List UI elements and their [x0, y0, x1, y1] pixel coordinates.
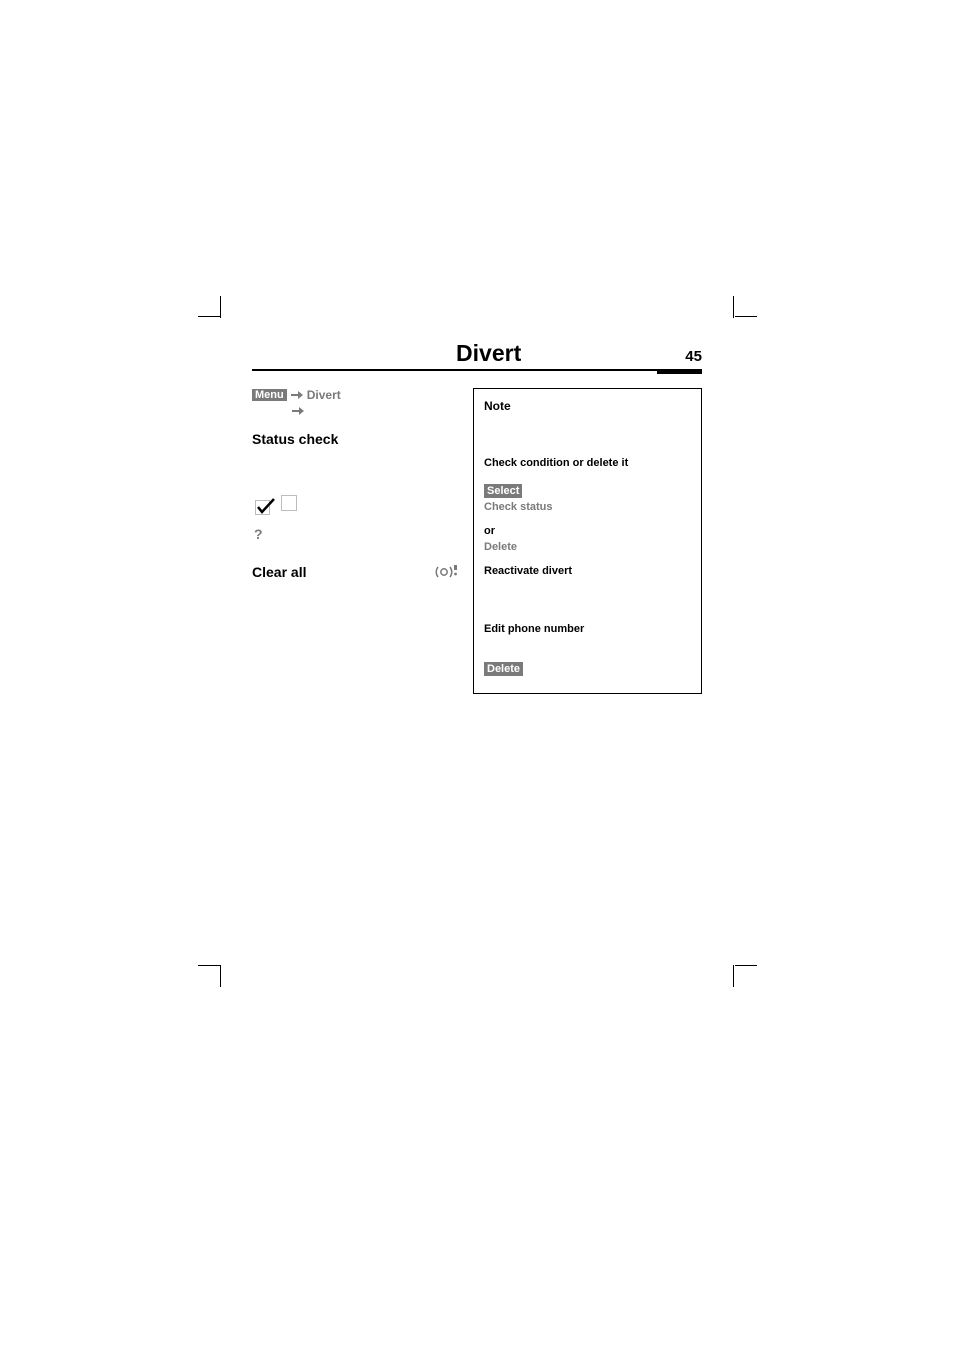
note-box: Note Check condition or delete it Select…: [473, 388, 702, 694]
crop-mark: [735, 316, 757, 317]
arrow-continuation: [292, 403, 459, 421]
divert-label: Divert: [307, 388, 341, 402]
page-content: Divert 45 Menu Divert Status check: [252, 340, 702, 694]
select-softkey: Select: [484, 484, 522, 498]
crop-mark: [198, 316, 220, 317]
checked-box-icon: [255, 497, 275, 515]
arrow-right-icon: [291, 390, 303, 400]
crop-mark: [220, 965, 221, 987]
page-number: 45: [685, 348, 702, 365]
question-mark: ?: [254, 526, 459, 542]
or-label: or: [484, 525, 691, 537]
unchecked-box-icon: [281, 495, 299, 511]
menu-path: Menu Divert: [252, 388, 459, 402]
crop-mark: [733, 965, 734, 987]
page-title: Divert: [456, 340, 521, 367]
crop-mark: [198, 965, 220, 966]
left-column: Menu Divert Status check ?: [252, 388, 459, 694]
crop-mark: [735, 965, 757, 966]
header-rule: [252, 369, 702, 374]
check-status-label: Check status: [484, 501, 691, 513]
menu-button-label: Menu: [252, 389, 287, 401]
edit-phone-heading: Edit phone number: [484, 623, 691, 635]
note-title: Note: [484, 399, 691, 413]
network-operator-icon: [435, 564, 459, 580]
crop-mark: [733, 296, 734, 318]
delete-label: Delete: [484, 541, 691, 553]
right-column: Note Check condition or delete it Select…: [473, 388, 702, 694]
clear-all-heading: Clear all: [252, 564, 306, 580]
delete-softkey: Delete: [484, 662, 523, 676]
arrow-right-icon: [292, 406, 304, 416]
crop-mark: [220, 296, 221, 318]
status-check-heading: Status check: [252, 431, 459, 447]
page-header: Divert 45: [252, 340, 702, 367]
reactivate-heading: Reactivate divert: [484, 565, 691, 577]
check-condition-heading: Check condition or delete it: [484, 457, 691, 469]
